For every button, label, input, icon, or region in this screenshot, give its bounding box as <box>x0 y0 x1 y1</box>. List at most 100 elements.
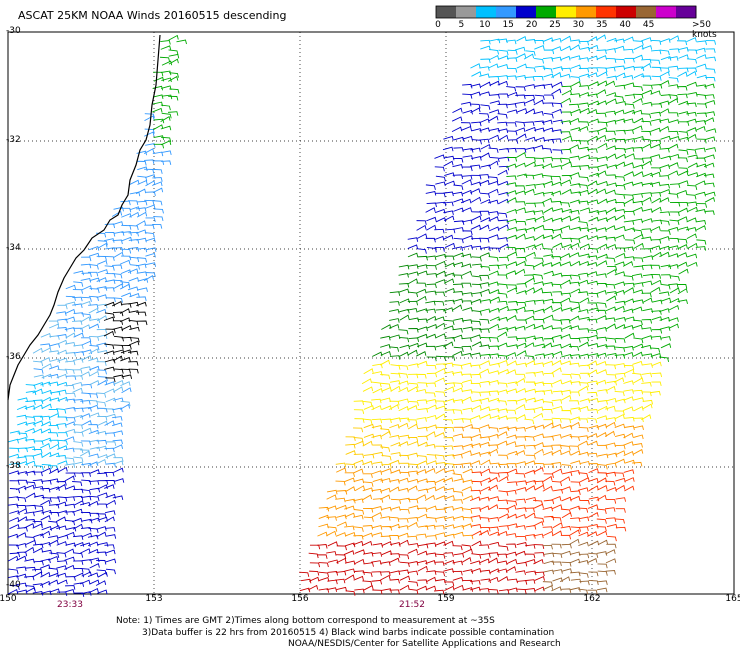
wind-barb <box>435 344 447 350</box>
wind-barb <box>335 532 347 537</box>
wind-barb <box>40 541 51 547</box>
wind-barb <box>88 246 100 251</box>
wind-barb <box>668 245 679 250</box>
wind-barb <box>444 272 456 278</box>
wind-barb <box>80 316 91 323</box>
wind-barb <box>398 329 409 335</box>
wind-barb <box>578 541 589 547</box>
wind-barb <box>398 539 409 546</box>
wind-barb <box>426 283 437 289</box>
wind-barb <box>470 507 482 512</box>
wind-barb <box>624 365 635 370</box>
wind-barb <box>371 579 383 585</box>
wind-barb <box>407 535 418 541</box>
wind-barb <box>471 404 482 411</box>
wind-barb <box>605 549 616 555</box>
wind-barb <box>415 388 427 394</box>
wind-barb <box>87 393 99 399</box>
wind-barb <box>677 71 688 78</box>
wind-barb <box>443 155 455 161</box>
wind-barb <box>605 417 617 422</box>
wind-barb <box>104 265 115 271</box>
wind-barb <box>443 386 455 392</box>
wind-barb <box>624 477 635 482</box>
wind-barb <box>505 369 517 375</box>
wind-barb <box>642 208 653 214</box>
wind-barb <box>443 487 455 493</box>
wind-barb <box>345 486 356 493</box>
wind-barb <box>89 469 100 474</box>
wind-barb <box>633 136 645 141</box>
wind-barb <box>379 494 391 500</box>
wind-barb <box>614 410 625 416</box>
wind-barb <box>88 480 100 485</box>
wind-barb <box>498 49 509 56</box>
wind-barb <box>542 83 553 89</box>
wind-barb <box>669 237 680 243</box>
wind-barb <box>452 499 463 504</box>
wind-barb <box>668 304 680 311</box>
wind-barb <box>633 40 644 46</box>
wind-barb <box>606 543 617 549</box>
wind-barb <box>578 328 590 333</box>
wind-barb <box>49 511 60 517</box>
wind-barb <box>136 160 147 166</box>
wind-barb <box>407 485 418 492</box>
wind-barb <box>407 244 419 250</box>
wind-barb <box>570 373 581 379</box>
wind-barb <box>17 432 28 438</box>
wind-barb <box>641 382 652 387</box>
wind-barb <box>632 229 643 235</box>
wind-barb <box>641 228 652 233</box>
coastline <box>7 34 161 401</box>
wind-barb <box>471 553 482 559</box>
wind-barb <box>64 556 75 562</box>
wind-barb <box>542 147 553 154</box>
wind-barb <box>425 382 437 388</box>
wind-barb <box>668 317 679 322</box>
wind-barb <box>579 154 591 160</box>
wind-barb <box>113 467 124 473</box>
wind-barb <box>487 476 499 483</box>
wind-barb <box>73 441 84 447</box>
wind-barb <box>17 516 28 523</box>
wind-barb <box>489 462 501 468</box>
wind-barb <box>354 558 365 565</box>
wind-barb <box>498 198 509 205</box>
wind-barb <box>145 174 156 179</box>
wind-barb <box>41 403 52 410</box>
wind-barb <box>479 424 490 429</box>
wind-barb <box>533 111 544 116</box>
wind-barb <box>56 501 67 507</box>
wind-barb <box>614 271 626 276</box>
wind-barb <box>72 358 84 363</box>
wind-barb <box>128 247 140 252</box>
wind-barb <box>452 246 464 251</box>
wind-barb <box>435 217 447 223</box>
wind-barb <box>632 54 644 60</box>
wind-barb <box>453 531 464 537</box>
wind-barb <box>97 472 108 478</box>
wind-barb <box>542 382 553 388</box>
wind-barb <box>406 307 418 313</box>
wind-barb <box>596 89 607 96</box>
wind-barb <box>578 91 590 97</box>
wind-barb <box>145 237 156 243</box>
wind-barb <box>426 356 437 362</box>
wind-barb <box>579 580 590 586</box>
wind-barb <box>399 308 410 314</box>
wind-barb <box>667 264 679 269</box>
wind-barb <box>398 422 409 428</box>
wind-barb <box>104 312 115 319</box>
wind-barb <box>73 488 84 494</box>
wind-barb <box>515 325 526 331</box>
wind-barb <box>615 214 626 221</box>
wind-barb <box>417 326 428 332</box>
wind-barb <box>488 427 499 433</box>
wind-barb <box>469 188 481 194</box>
wind-barb <box>542 174 553 181</box>
wind-barb <box>453 426 464 432</box>
wind-barb <box>453 220 465 226</box>
wind-barb <box>80 277 92 283</box>
wind-barb <box>169 88 180 94</box>
